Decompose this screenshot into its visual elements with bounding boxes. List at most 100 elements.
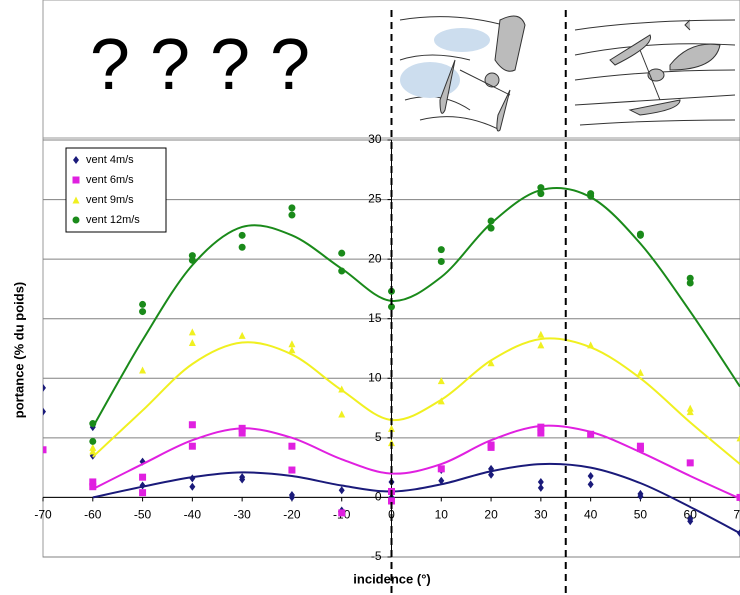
point — [587, 192, 595, 200]
y-tick-label: 10 — [368, 370, 382, 384]
point — [686, 404, 694, 412]
point — [188, 442, 196, 450]
x-tick-label: -30 — [233, 508, 251, 522]
legend-label: vent 9m/s — [86, 194, 134, 206]
x-tick-label: -40 — [184, 508, 202, 522]
point — [537, 341, 545, 349]
point — [338, 509, 346, 517]
x-tick-label: 10 — [435, 508, 449, 522]
x-tick-label: -20 — [283, 508, 301, 522]
point — [537, 477, 544, 486]
point — [338, 267, 346, 275]
point — [89, 447, 97, 455]
point — [139, 300, 147, 308]
point — [488, 470, 495, 479]
x-tick-label: -60 — [84, 508, 102, 522]
point — [139, 481, 146, 490]
point — [736, 493, 740, 501]
legend-box — [65, 147, 167, 233]
x-tick-label: -70 — [34, 508, 52, 522]
point — [587, 471, 594, 480]
x-tick-label: 40 — [584, 508, 598, 522]
legend-label: vent 6m/s — [86, 174, 134, 186]
point — [188, 339, 196, 347]
point — [537, 184, 545, 192]
legend-label: vent 4m/s — [86, 154, 134, 166]
fit-line — [92, 424, 740, 500]
x-tick-label: 70 — [733, 508, 740, 522]
point — [89, 437, 97, 445]
point — [288, 340, 296, 348]
x-tick-label: 30 — [534, 508, 548, 522]
point — [288, 346, 296, 354]
point — [487, 441, 495, 449]
y-tick-label: 0 — [375, 490, 382, 504]
point — [139, 366, 147, 374]
point — [437, 377, 445, 385]
x-tick-label: 50 — [634, 508, 648, 522]
x-tick-label: 60 — [684, 508, 698, 522]
point — [189, 474, 196, 483]
point — [238, 429, 246, 437]
point — [43, 383, 46, 392]
sail-diagram-left — [399, 15, 526, 132]
point — [188, 421, 196, 429]
point — [388, 497, 395, 505]
point — [239, 475, 246, 484]
legend-marker — [72, 176, 80, 184]
point — [238, 424, 246, 432]
point — [437, 246, 445, 254]
point — [238, 231, 246, 239]
point — [188, 256, 196, 264]
sail-diagram-right — [574, 19, 736, 126]
plot-area — [43, 184, 740, 538]
point — [587, 430, 595, 438]
point — [587, 341, 595, 349]
fit-line — [92, 337, 740, 465]
point — [487, 217, 495, 225]
y-tick-label: 30 — [368, 132, 382, 146]
point — [288, 493, 295, 502]
legend: vent 4m/s vent 6m/s vent 9m/s vent 12m/s — [65, 147, 167, 233]
point — [338, 486, 345, 495]
point — [188, 328, 196, 336]
point — [437, 465, 445, 473]
point — [388, 303, 395, 311]
point — [537, 483, 544, 492]
point — [89, 483, 97, 491]
point — [89, 420, 97, 428]
point — [89, 443, 97, 451]
point — [139, 473, 147, 481]
point — [43, 446, 47, 454]
point — [238, 331, 246, 339]
x-tick-label: 20 — [484, 508, 498, 522]
point — [238, 243, 246, 251]
point — [43, 407, 46, 416]
y-tick-label: -5 — [371, 549, 382, 563]
point — [288, 204, 296, 212]
point — [587, 480, 594, 489]
point — [636, 231, 644, 239]
legend-marker — [72, 216, 80, 224]
point — [537, 429, 545, 437]
point — [487, 359, 495, 367]
point — [437, 258, 445, 266]
point — [736, 434, 740, 442]
legend-marker — [73, 156, 79, 164]
legend-marker — [72, 196, 80, 204]
point — [288, 466, 296, 474]
point — [338, 249, 346, 257]
point — [686, 279, 694, 287]
point — [288, 442, 296, 450]
point — [438, 476, 445, 485]
point — [89, 478, 97, 486]
point — [139, 489, 147, 497]
point — [637, 492, 644, 501]
point — [686, 459, 694, 467]
point — [338, 410, 346, 418]
point — [139, 308, 147, 316]
point — [636, 445, 644, 453]
point — [288, 211, 296, 219]
point — [537, 423, 545, 431]
